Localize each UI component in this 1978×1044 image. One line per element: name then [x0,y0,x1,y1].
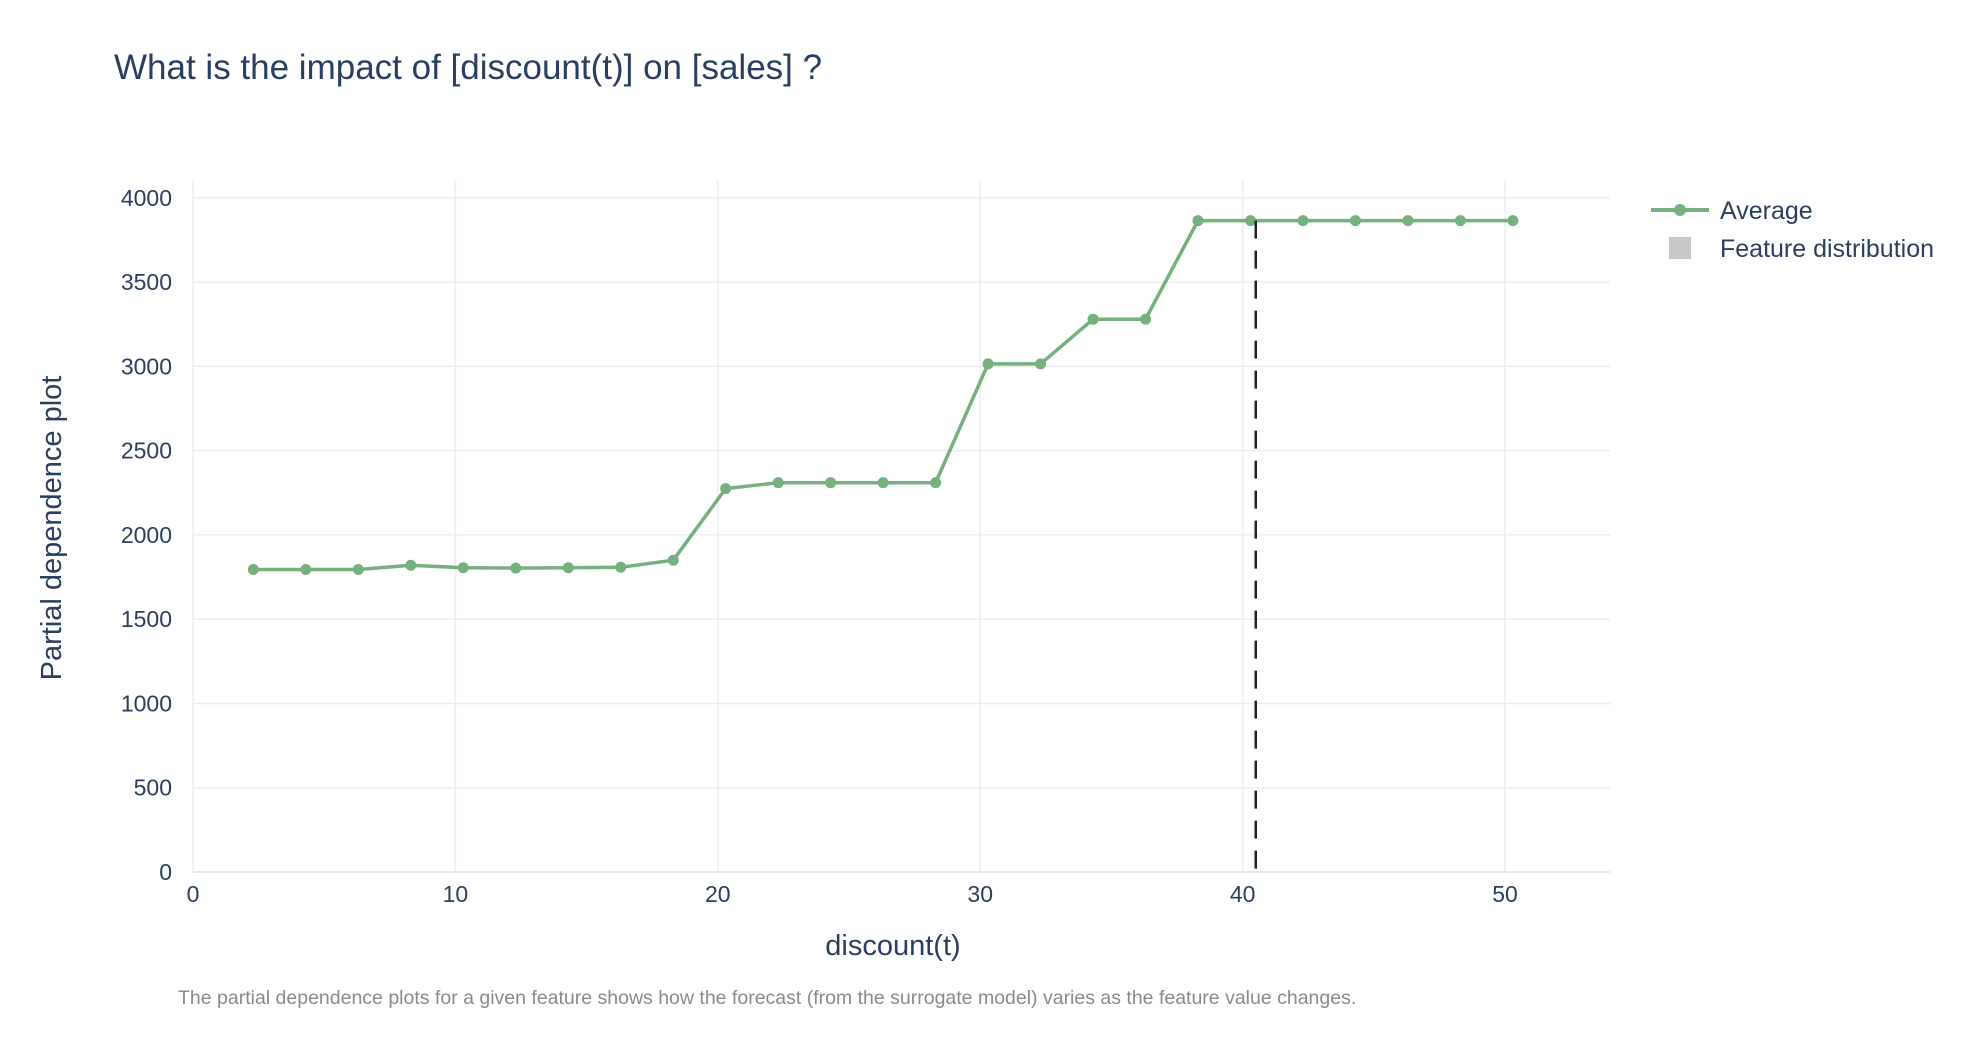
data-point[interactable] [247,563,259,575]
chart-caption: The partial dependence plots for a given… [178,987,1356,1009]
data-point[interactable] [1245,215,1257,227]
y-tick-label: 1000 [121,690,172,716]
data-point[interactable] [1507,215,1519,227]
axes: 0 500 1000 1500 2000 2500 3000 3500 4000 0 10 20 30 4… [121,185,1610,907]
data-point[interactable] [1140,313,1152,325]
y-tick-label: 1500 [121,606,172,632]
legend: Average Feature distribution [1651,197,1934,263]
data-point[interactable] [720,483,732,495]
y-tick-label: 3000 [121,353,172,379]
data-point[interactable] [1035,358,1047,370]
x-axis-title: discount(t) [825,930,960,962]
data-point[interactable] [1297,215,1309,227]
x-tick-label: 30 [967,881,993,907]
data-point[interactable] [930,477,942,489]
chart-title: What is the impact of [discount(t)] on [… [114,48,822,87]
data-point[interactable] [825,477,837,489]
y-axis-title: Partial dependence plot [36,376,68,681]
data-point[interactable] [1192,215,1204,227]
data-point[interactable] [615,561,627,573]
data-point[interactable] [772,477,784,489]
x-tick-label: 0 [187,881,200,907]
data-point[interactable] [877,477,889,489]
data-point[interactable] [352,563,364,575]
x-tick-label: 50 [1492,881,1518,907]
data-point[interactable] [1402,215,1414,227]
legend-item-feature-distribution[interactable]: Feature distribution [1669,235,1934,263]
legend-item-average[interactable]: Average [1651,197,1813,225]
legend-average-marker-icon [1674,204,1686,216]
y-tick-label: 3500 [121,269,172,295]
grid-lines [192,181,1610,872]
data-point[interactable] [1349,215,1361,227]
x-tick-label: 20 [705,881,731,907]
y-tick-label: 4000 [121,185,172,211]
y-tick-label: 2500 [121,438,172,464]
data-point[interactable] [300,563,312,575]
y-tick-label: 2000 [121,522,172,548]
data-point[interactable] [510,562,522,574]
x-tick-label: 40 [1230,881,1256,907]
legend-average-label: Average [1720,197,1813,225]
data-point[interactable] [1087,313,1099,325]
series-line-average [253,218,1513,572]
legend-feature-distribution-label: Feature distribution [1720,235,1934,263]
data-point[interactable] [1454,215,1466,227]
x-tick-label: 10 [443,881,469,907]
data-point[interactable] [457,562,469,574]
y-tick-label: 500 [134,775,172,801]
legend-feature-distribution-swatch-icon [1669,237,1691,259]
data-point[interactable] [667,554,679,566]
data-point[interactable] [405,559,417,571]
data-point[interactable] [562,562,574,574]
y-tick-label: 0 [159,859,172,885]
data-point[interactable] [982,358,994,370]
series-average [247,215,1519,575]
